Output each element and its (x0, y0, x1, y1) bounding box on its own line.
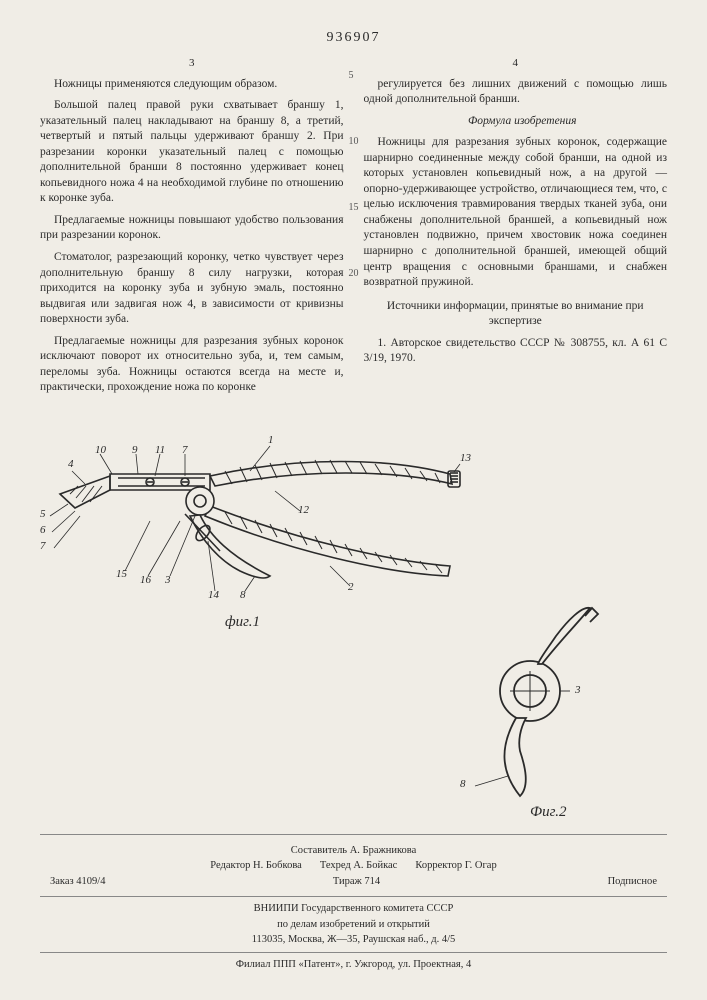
line-num: 15 (349, 202, 359, 213)
left-column: 3 Ножницы применяются следующим образом.… (40, 56, 344, 402)
ref-16: 16 (140, 574, 151, 586)
figure-2-wrapper: 3 8 Фиг.2 (40, 586, 667, 816)
paragraph: Предлагаемые ножницы повышают удобство п… (40, 213, 344, 244)
page-label-left: 3 (40, 56, 344, 71)
line-num: 10 (349, 136, 359, 147)
ref-7: 7 (182, 444, 188, 456)
ref-9: 9 (132, 444, 138, 456)
formula-body: Ножницы для разрезания зубных коронок, с… (364, 135, 668, 290)
footer-row1: Редактор Н. Бобкова Техред А. Бойкас Кор… (40, 858, 667, 874)
page-label-right: 4 (364, 56, 668, 71)
page: 936907 3 Ножницы применяются следующим о… (0, 0, 707, 1000)
footer-subscription: Подписное (608, 874, 657, 890)
footer-tirage: Тираж 714 (333, 874, 380, 890)
patent-number: 936907 (40, 30, 667, 46)
formula-title: Формула изобретения (364, 114, 668, 130)
figures-block: 4 10 9 11 7 1 13 12 5 6 7 15 16 3 14 8 2… (40, 416, 667, 816)
paragraph: Предлагаемые ножницы для разрезания зубн… (40, 334, 344, 396)
footer: Составитель А. Бражникова Редактор Н. Бо… (40, 834, 667, 973)
footer-org2: по делам изобретений и открытий (40, 917, 667, 933)
ref-7b: 7 (40, 540, 46, 552)
footer-editor: Редактор Н. Бобкова (210, 858, 302, 874)
footer-order: Заказ 4109/4 (50, 874, 105, 890)
ref-1: 1 (268, 434, 274, 446)
ref-4: 4 (68, 458, 74, 470)
ref-11: 11 (155, 444, 165, 456)
sources-title: Источники информации, принятые во вниман… (364, 299, 668, 330)
sources-body: 1. Авторское свидетельство СССР № 308755… (364, 336, 668, 367)
footer-corrector: Корректор Г. Огар (415, 858, 496, 874)
paragraph: Большой палец правой руки схватывает бра… (40, 98, 344, 207)
line-num: 5 (349, 70, 359, 81)
paragraph: Ножницы применяются следующим образом. (40, 77, 344, 93)
fig2-caption: Фиг.2 (530, 804, 566, 821)
paragraph: регулируется без лишних движений с помощ… (364, 77, 668, 108)
footer-techred: Техред А. Бойкас (320, 858, 398, 874)
ref-12: 12 (298, 504, 309, 516)
paragraph: Стоматолог, разрезающий коронку, четко ч… (40, 250, 344, 328)
ref-5: 5 (40, 508, 46, 520)
fig2-ref-3: 3 (575, 684, 581, 696)
ref-10: 10 (95, 444, 106, 456)
ref-6: 6 (40, 524, 46, 536)
ref-15: 15 (116, 568, 127, 580)
fig2-ref-8: 8 (460, 778, 466, 790)
footer-compiler: Составитель А. Бражникова (40, 843, 667, 859)
ref-13: 13 (460, 452, 471, 464)
ref-3: 3 (165, 574, 171, 586)
right-column: 4 регулируется без лишних движений с пом… (364, 56, 668, 402)
footer-addr1: 113035, Москва, Ж—35, Раушская наб., д. … (40, 932, 667, 948)
line-num: 20 (349, 268, 359, 279)
figure-2-svg (40, 586, 667, 816)
footer-addr2: Филиал ППП «Патент», г. Ужгород, ул. Про… (40, 952, 667, 973)
line-numbers: 5 10 15 20 (349, 70, 359, 279)
footer-row2: Заказ 4109/4 Тираж 714 Подписное (40, 874, 667, 897)
footer-org1: ВНИИПИ Государственного комитета СССР (40, 901, 667, 917)
